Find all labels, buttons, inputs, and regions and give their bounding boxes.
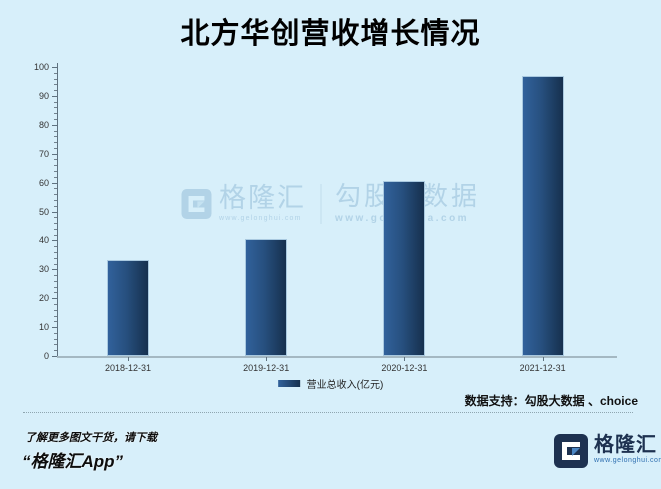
- y-axis-minor-tick: [54, 119, 57, 121]
- y-axis-minor-tick: [54, 176, 57, 178]
- y-axis-minor-tick: [54, 246, 57, 248]
- watermark-brand-block: 格隆汇 www.gelonghui.com: [218, 183, 306, 223]
- y-axis-minor-tick: [54, 303, 57, 305]
- y-axis-major-tick: [52, 182, 57, 184]
- y-axis-minor-tick: [54, 147, 57, 149]
- y-axis-minor-tick: [54, 338, 57, 340]
- x-axis-tick: [542, 357, 544, 361]
- watermark: 格隆汇 www.gelonghui.com 勾股大数据 www.gogudata…: [180, 183, 480, 224]
- y-axis-minor-tick: [54, 275, 57, 277]
- gelonghui-logo: 格隆汇 www.gelonghui.com: [554, 434, 661, 468]
- watermark-brand-url: www.gelonghui.com: [218, 215, 302, 222]
- y-axis-tick-label: 60: [38, 177, 49, 188]
- y-axis-tick-label: 100: [33, 62, 49, 72]
- chart-title: 北方华创营收增长情况: [180, 18, 481, 50]
- y-axis-tick-label: 70: [38, 148, 49, 159]
- gelonghui-watermark-logo-icon: [180, 188, 211, 219]
- y-axis-major-tick: [52, 298, 57, 300]
- y-axis-minor-tick: [54, 292, 57, 294]
- y-axis-minor-tick: [54, 107, 57, 109]
- y-axis-minor-tick: [54, 205, 57, 207]
- y-axis-major-tick: [52, 240, 57, 242]
- y-axis-major-tick: [52, 327, 57, 329]
- x-axis-tick-label: 2020-12-31: [381, 363, 428, 373]
- y-axis-minor-tick: [54, 142, 57, 144]
- y-axis-minor-tick: [54, 171, 57, 173]
- x-axis-tick: [266, 357, 268, 361]
- y-axis-tick-label: 0: [43, 351, 49, 361]
- y-axis-major-tick: [52, 211, 57, 213]
- y-axis-tick-label: 30: [38, 264, 49, 275]
- y-axis-minor-tick: [54, 350, 57, 352]
- legend-label: 营业总收入(亿元): [306, 380, 384, 391]
- y-axis-line: [57, 63, 58, 357]
- x-axis-line: [57, 356, 617, 358]
- dotted-separator: [23, 412, 633, 413]
- y-axis-major-tick: [52, 356, 57, 357]
- promo-text-line2: “格隆汇App”: [22, 452, 124, 471]
- legend-swatch: [277, 380, 300, 387]
- legend: 营业总收入(亿元): [277, 376, 384, 391]
- y-axis-tick-label: 10: [38, 322, 49, 333]
- x-axis-tick: [404, 357, 406, 361]
- y-axis-major-tick: [52, 67, 57, 68]
- logo-url: www.gelonghui.com: [594, 457, 661, 464]
- y-axis-minor-tick: [54, 228, 57, 230]
- data-support-note: 数据支持：勾股大数据 、choice: [464, 394, 638, 408]
- watermark-divider: [319, 183, 321, 224]
- y-axis-major-tick: [52, 269, 57, 271]
- bar-2019-12-31: [245, 238, 288, 356]
- y-axis-tick-label: 40: [38, 235, 49, 246]
- y-axis-minor-tick: [54, 280, 57, 282]
- watermark-brand-text: 格隆汇: [218, 183, 306, 213]
- bar-2020-12-31: [383, 180, 426, 356]
- y-axis-minor-tick: [54, 309, 57, 311]
- y-axis-minor-tick: [54, 194, 57, 196]
- bar-2018-12-31: [107, 260, 149, 356]
- gelonghui-logo-icon: [554, 434, 588, 468]
- y-axis-minor-tick: [54, 315, 57, 317]
- promo-text-line1: 了解更多图文干货，请下载: [25, 432, 157, 444]
- y-axis-minor-tick: [54, 101, 57, 103]
- y-axis-tick-label: 90: [38, 90, 49, 101]
- y-axis-minor-tick: [54, 321, 57, 323]
- y-axis-minor-tick: [54, 188, 57, 190]
- y-axis-minor-tick: [54, 251, 57, 253]
- y-axis-minor-tick: [54, 199, 57, 201]
- y-axis-minor-tick: [54, 159, 57, 161]
- y-axis-tick-label: 20: [38, 293, 49, 304]
- y-axis-minor-tick: [54, 257, 57, 259]
- y-axis-minor-tick: [54, 84, 57, 86]
- y-axis-minor-tick: [54, 263, 57, 265]
- y-axis-minor-tick: [54, 72, 57, 74]
- y-axis-minor-tick: [54, 344, 57, 346]
- x-axis-tick: [128, 357, 129, 361]
- y-axis-minor-tick: [54, 78, 57, 80]
- y-axis-tick-label: 50: [38, 206, 49, 217]
- y-axis-major-tick: [52, 95, 57, 97]
- y-axis-minor-tick: [54, 113, 57, 115]
- y-axis-minor-tick: [54, 165, 57, 167]
- y-axis-minor-tick: [54, 286, 57, 288]
- x-axis-tick-label: 2019-12-31: [243, 363, 290, 373]
- x-axis-tick-label: 2018-12-31: [104, 363, 152, 373]
- x-axis-tick-label: 2021-12-31: [519, 363, 566, 373]
- y-axis-major-tick: [52, 124, 57, 126]
- y-axis-minor-tick: [54, 90, 57, 92]
- y-axis-tick-label: 80: [38, 119, 49, 130]
- y-axis-minor-tick: [54, 223, 57, 225]
- bar-2021-12-31: [521, 76, 564, 356]
- logo-text: 格隆汇: [594, 434, 657, 456]
- y-axis-minor-tick: [54, 217, 57, 219]
- y-axis-major-tick: [52, 153, 57, 155]
- y-axis-minor-tick: [54, 136, 57, 138]
- y-axis-minor-tick: [54, 130, 57, 132]
- logo-text-block: 格隆汇 www.gelonghui.com: [594, 434, 661, 464]
- y-axis-minor-tick: [54, 234, 57, 236]
- y-axis-minor-tick: [54, 332, 57, 334]
